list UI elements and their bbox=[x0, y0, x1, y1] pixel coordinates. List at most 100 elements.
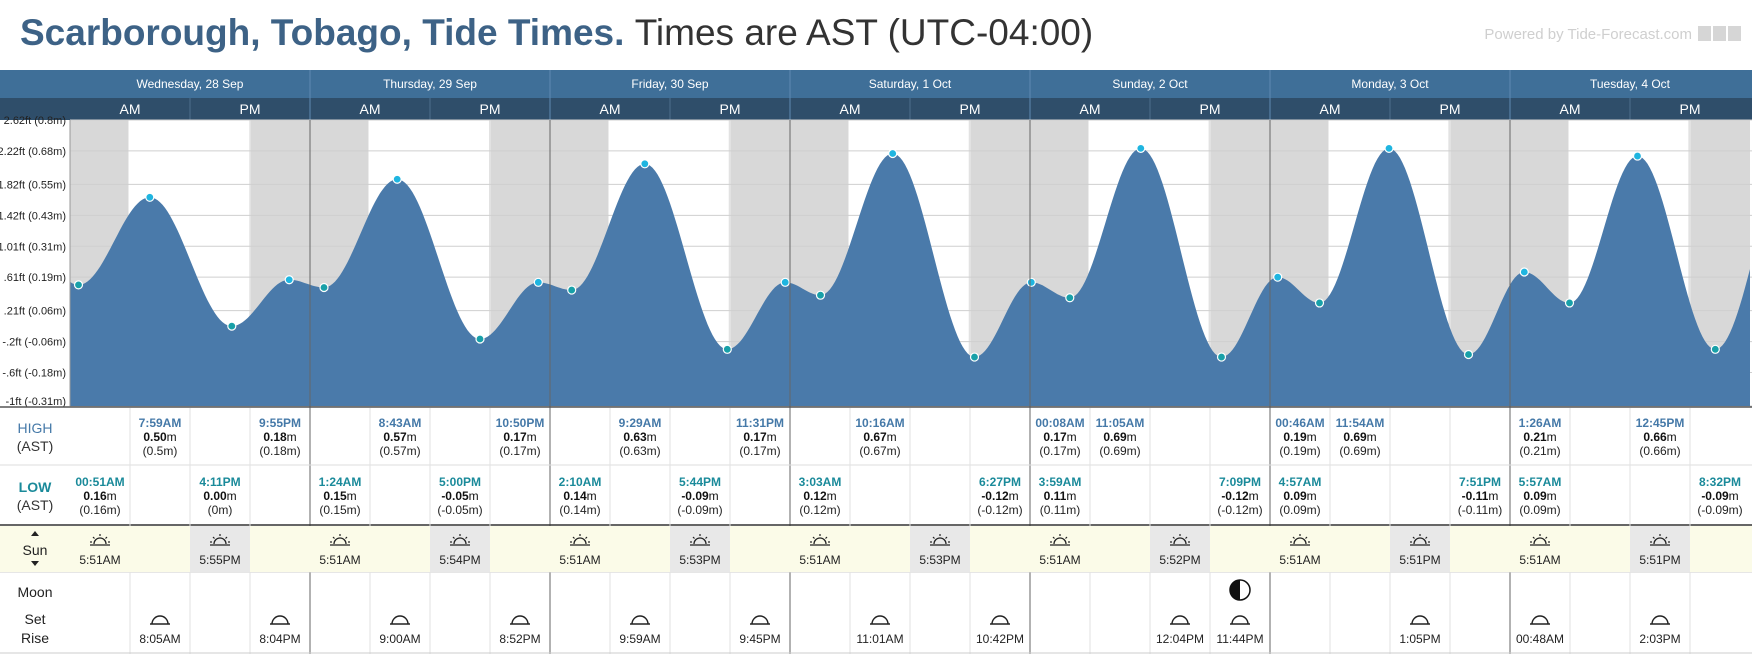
moonrise-icon bbox=[750, 615, 770, 625]
sun-ray bbox=[812, 536, 815, 539]
sun-arc bbox=[213, 537, 227, 545]
share-icon-3[interactable] bbox=[1728, 26, 1741, 41]
pm-label: PM bbox=[1200, 101, 1221, 117]
share-icon-1[interactable] bbox=[1698, 26, 1711, 41]
sun-ray bbox=[692, 536, 695, 539]
high-height-m: (0.5m) bbox=[143, 444, 178, 458]
low-height: 0.00m bbox=[203, 489, 236, 503]
moon-arc bbox=[151, 615, 169, 625]
high-height: 0.57m bbox=[383, 430, 416, 444]
high-tide-point[interactable] bbox=[284, 275, 294, 285]
low-tide-point[interactable] bbox=[319, 282, 329, 293]
high-height: 0.17m bbox=[743, 430, 776, 444]
sunset-time: 5:51PM bbox=[1639, 553, 1680, 567]
height-value: -0.05 bbox=[441, 489, 469, 503]
height-unit: m bbox=[527, 430, 537, 444]
share-icons[interactable] bbox=[1696, 26, 1742, 42]
sun-ray bbox=[1425, 536, 1428, 539]
moon-arc bbox=[1531, 615, 1549, 625]
powered-by-link[interactable]: Powered by Tide-Forecast.com bbox=[1484, 26, 1692, 43]
high-tide-point[interactable] bbox=[780, 277, 790, 287]
sunrise-time: 5:51AM bbox=[79, 553, 120, 567]
height-value: -0.11 bbox=[1462, 489, 1489, 503]
high-tide-point[interactable] bbox=[1519, 267, 1529, 277]
moon-arc bbox=[1231, 615, 1249, 625]
y-tick-label: .61ft (0.19m) bbox=[4, 272, 66, 284]
low-row-label: LOW bbox=[19, 479, 52, 495]
low-tide-point[interactable] bbox=[815, 290, 826, 300]
low-height: 0.09m bbox=[1523, 489, 1556, 503]
height-unit: m bbox=[647, 430, 657, 444]
height-value: 0.17 bbox=[743, 430, 767, 444]
low-time: 4:57AM bbox=[1279, 475, 1322, 489]
high-tide-point[interactable] bbox=[1026, 277, 1036, 287]
low-tide-point[interactable] bbox=[475, 334, 485, 344]
sun-ray bbox=[1065, 536, 1068, 539]
y-tick-label: 1.82ft (0.55m) bbox=[0, 179, 66, 191]
low-tide-point[interactable] bbox=[1314, 298, 1325, 308]
sun-arc bbox=[453, 537, 467, 545]
moonset-time: 8:05AM bbox=[139, 632, 180, 646]
high-height-m: (0.21m) bbox=[1519, 444, 1560, 458]
height-value: 0.19 bbox=[1283, 430, 1307, 444]
low-tide-point[interactable] bbox=[969, 352, 980, 362]
high-tide-point[interactable] bbox=[392, 174, 402, 184]
low-tide-point[interactable] bbox=[567, 285, 577, 295]
am-label: AM bbox=[120, 101, 141, 117]
sun-ray bbox=[1665, 536, 1668, 539]
low-tide-point[interactable] bbox=[1065, 293, 1075, 303]
high-tide-point[interactable] bbox=[640, 159, 650, 169]
high-tide-point[interactable] bbox=[888, 148, 898, 159]
sun-row-label: Sun bbox=[23, 542, 48, 558]
sunset-cell-bg bbox=[430, 526, 490, 572]
low-tide-point[interactable] bbox=[227, 321, 237, 331]
moonrise-icon bbox=[270, 615, 290, 625]
sunset-icon bbox=[1410, 534, 1430, 546]
high-height-m: (0.17m) bbox=[739, 444, 780, 458]
height-unit: m bbox=[827, 489, 837, 503]
axis-background bbox=[0, 120, 70, 406]
y-tick-label: -.2ft (-0.06m) bbox=[2, 337, 66, 349]
moon-rise-label: Rise bbox=[21, 630, 49, 646]
high-height: 0.19m bbox=[1283, 430, 1316, 444]
moon-arc bbox=[511, 615, 529, 625]
low-height-m: (0.15m) bbox=[319, 503, 360, 517]
high-tide-point[interactable] bbox=[1384, 143, 1394, 153]
low-height: -0.05m bbox=[441, 489, 478, 503]
moonset-icon bbox=[1650, 615, 1670, 625]
low-tide-point[interactable] bbox=[1463, 349, 1474, 360]
height-unit: m bbox=[227, 489, 237, 503]
y-tick-label: -.6ft (-0.18m) bbox=[2, 368, 66, 380]
sun-arc bbox=[1293, 537, 1307, 545]
low-time: 5:00PM bbox=[439, 475, 481, 489]
sun-arc bbox=[93, 537, 107, 545]
high-tide-point[interactable] bbox=[145, 192, 155, 202]
high-time: 10:16AM bbox=[855, 416, 904, 430]
high-tide-point[interactable] bbox=[533, 277, 543, 287]
high-height-m: (0.18m) bbox=[259, 444, 300, 458]
low-tide-point[interactable] bbox=[1564, 298, 1575, 308]
sun-ray bbox=[572, 536, 575, 539]
low-height-m: (0.09m) bbox=[1279, 503, 1320, 517]
low-tide-point[interactable] bbox=[1710, 344, 1720, 354]
low-tide-point[interactable] bbox=[1216, 352, 1227, 362]
sunrise-time: 5:51AM bbox=[1039, 553, 1080, 567]
high-tide-point[interactable] bbox=[1273, 272, 1283, 282]
height-value: 0.69 bbox=[1103, 430, 1127, 444]
high-tide-point[interactable] bbox=[1136, 143, 1146, 153]
low-height-m: (0.11m) bbox=[1040, 503, 1080, 517]
low-height: -0.12m bbox=[1221, 489, 1258, 503]
am-label: AM bbox=[1560, 101, 1581, 117]
high-time: 12:45PM bbox=[1636, 416, 1685, 430]
high-height-m: (0.57m) bbox=[379, 444, 420, 458]
low-tide-point[interactable] bbox=[73, 280, 84, 290]
page-title: Scarborough, Tobago, Tide Times. Times a… bbox=[20, 12, 1093, 54]
pm-label: PM bbox=[480, 101, 501, 117]
moon-arc bbox=[871, 615, 889, 625]
share-icon-2[interactable] bbox=[1713, 26, 1726, 41]
high-time: 7:59AM bbox=[139, 416, 182, 430]
high-tide-point[interactable] bbox=[1632, 151, 1643, 161]
low-tide-point[interactable] bbox=[722, 344, 732, 354]
height-value: 0.21 bbox=[1523, 430, 1547, 444]
high-time: 11:05AM bbox=[1096, 416, 1145, 430]
